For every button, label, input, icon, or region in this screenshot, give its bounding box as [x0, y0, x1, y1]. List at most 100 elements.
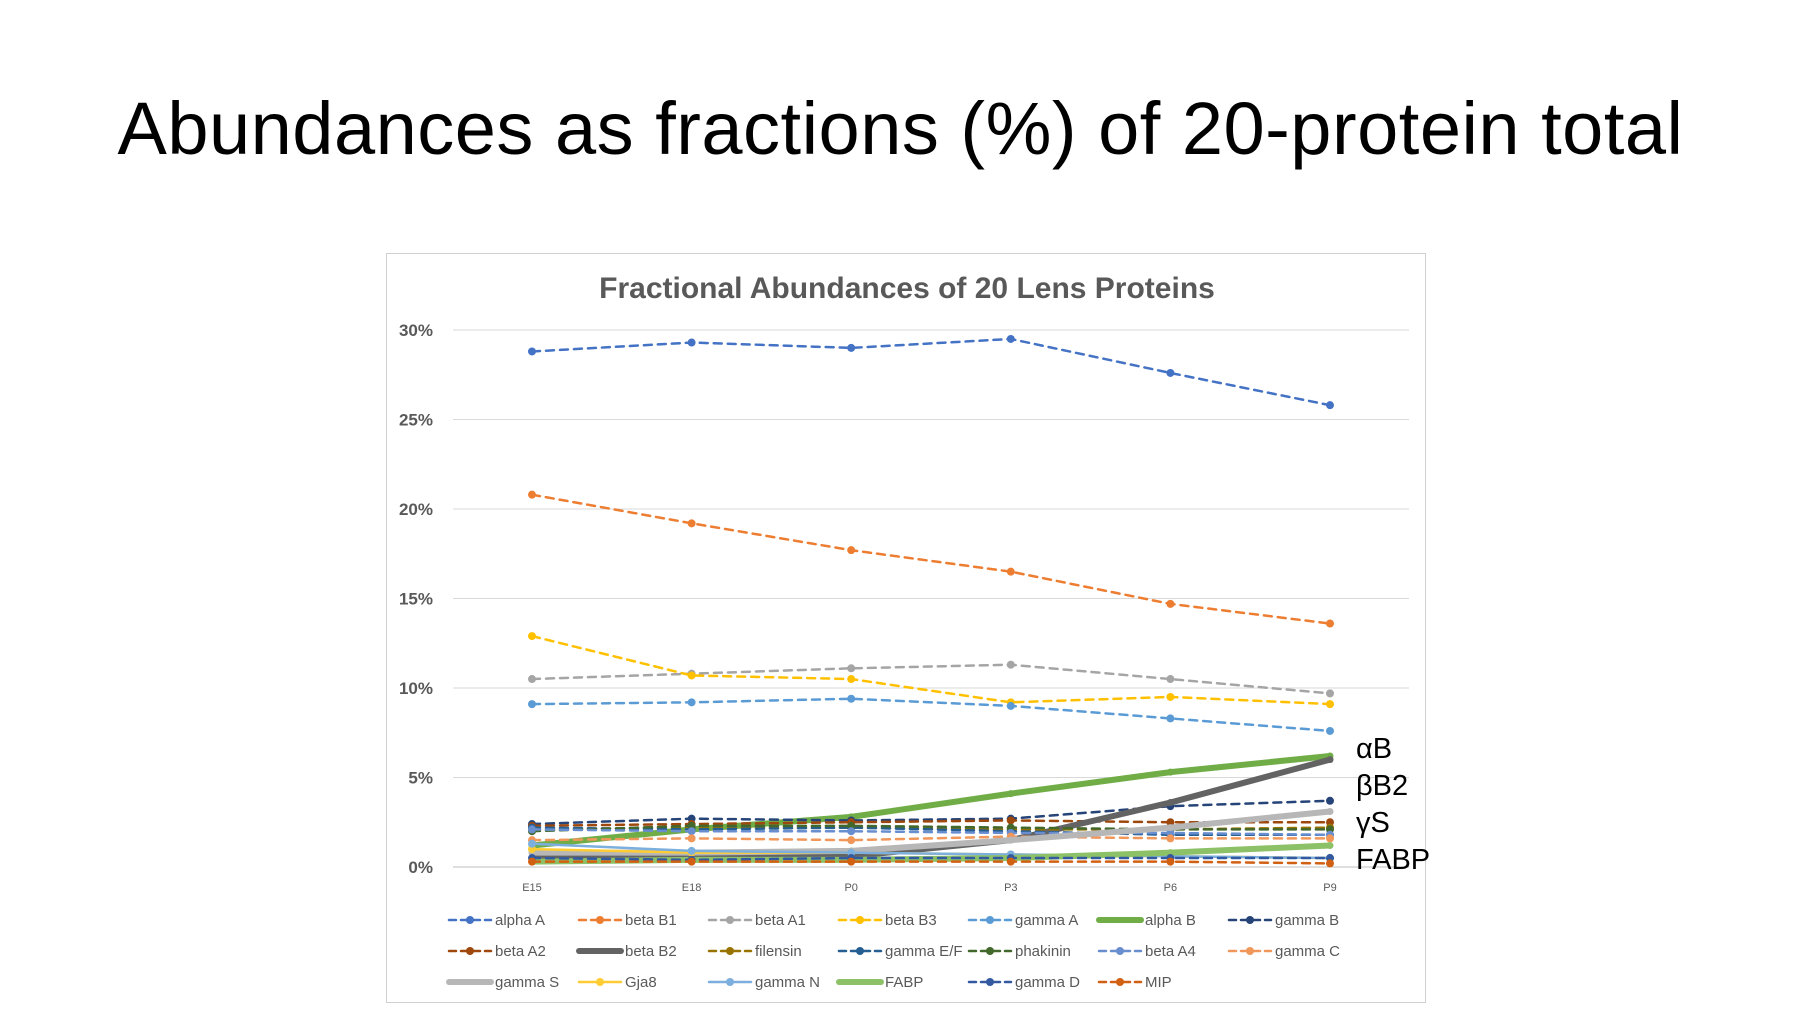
data-point: [687, 834, 696, 843]
legend-label: gamma C: [1275, 943, 1340, 960]
series-line: [530, 697, 1332, 733]
x-tick-label: P6: [1164, 882, 1177, 894]
legend-item: gamma A: [967, 912, 1078, 929]
legend-marker: [1246, 947, 1254, 955]
series-line: [530, 634, 1332, 706]
data-point: [847, 664, 856, 673]
y-tick-label: 30%: [399, 321, 433, 340]
data-point: [1326, 808, 1334, 816]
legend-label: gamma N: [755, 974, 820, 991]
legend-label: beta B3: [885, 912, 937, 929]
data-point: [687, 698, 696, 707]
data-point: [1326, 689, 1334, 698]
series-line: [530, 799, 1332, 826]
data-point: [1166, 675, 1175, 684]
legend-marker: [986, 916, 994, 924]
annotation-label: FABP: [1356, 844, 1431, 876]
data-point: [528, 675, 536, 684]
legend-marker: [986, 947, 994, 955]
series-line: [530, 826, 1332, 837]
data-point: [1326, 756, 1334, 764]
series-mip: [528, 857, 1334, 868]
data-point: [687, 671, 696, 680]
y-tick-label: 20%: [399, 500, 433, 519]
y-tick-label: 15%: [399, 590, 433, 609]
legend-label: beta B2: [625, 943, 677, 960]
data-point: [847, 836, 856, 845]
series-line: [530, 663, 1332, 695]
legend-label: FABP: [885, 974, 923, 991]
legend-marker: [726, 947, 734, 955]
legend-item: Gja8: [577, 974, 657, 991]
data-point: [1326, 859, 1334, 868]
gridlines: [453, 329, 1409, 868]
legend-item: beta A1: [707, 912, 806, 929]
series-beta-a1: [528, 660, 1334, 698]
data-point: [847, 827, 856, 836]
data-point: [687, 857, 696, 866]
legend-item: beta A4: [1097, 943, 1196, 960]
legend-label: MIP: [1145, 974, 1172, 991]
legend-label: gamma E/F: [885, 943, 963, 960]
legend-marker: [596, 978, 604, 986]
x-tick-label: E15: [522, 882, 542, 894]
series-beta-b3: [528, 632, 1334, 709]
legend-label: Gja8: [625, 974, 657, 991]
legend-item: gamma N: [707, 974, 820, 991]
y-tick-label: 5%: [408, 769, 433, 788]
legend-item: beta B1: [577, 912, 677, 929]
y-tick-label: 10%: [399, 679, 433, 698]
series-line: [530, 493, 1332, 625]
plot-area: [528, 334, 1334, 868]
legend-marker: [986, 978, 994, 986]
x-tick-label: P9: [1323, 882, 1336, 894]
legend-item: gamma S: [446, 974, 559, 991]
data-point: [1007, 836, 1015, 844]
data-point: [1166, 714, 1175, 723]
data-point: [1007, 790, 1015, 798]
data-point: [847, 343, 856, 352]
legend-label: alpha A: [495, 912, 545, 929]
legend-marker: [596, 916, 604, 924]
data-point: [1166, 834, 1175, 843]
x-tick-label: E18: [682, 882, 702, 894]
legend-item: FABP: [836, 974, 923, 991]
series-line: [530, 828, 1332, 837]
slide-title: Abundances as fractions (%) of 20-protei…: [117, 87, 1684, 170]
legend-marker: [726, 916, 734, 924]
legend-marker: [726, 978, 734, 986]
legend-label: phakinin: [1015, 943, 1071, 960]
legend: alpha A beta B1 beta A1 beta B3 gamma A alpha…: [446, 912, 1340, 991]
data-point: [528, 632, 536, 641]
legend-label: gamma S: [495, 974, 559, 991]
legend-marker: [1116, 947, 1124, 955]
chart-frame: Fractional Abundances of 20 Lens Protein…: [386, 253, 1426, 1003]
data-point: [847, 675, 856, 684]
data-point: [528, 825, 536, 834]
legend-label: beta A1: [755, 912, 806, 929]
data-point: [1006, 567, 1015, 576]
legend-marker: [1116, 978, 1124, 986]
legend-item: beta B2: [576, 943, 677, 960]
legend-item: alpha B: [1096, 912, 1196, 929]
legend-marker: [466, 916, 474, 924]
data-point: [1166, 368, 1175, 377]
data-point: [1326, 796, 1334, 805]
data-point: [528, 347, 536, 356]
data-point: [1166, 824, 1174, 832]
data-point: [687, 827, 696, 836]
legend-label: beta B1: [625, 912, 677, 929]
legend-item: beta B3: [837, 912, 937, 929]
data-point: [1006, 816, 1015, 825]
data-point: [1006, 334, 1015, 343]
data-point: [1326, 726, 1334, 735]
data-point: [528, 839, 536, 848]
legend-marker: [1246, 916, 1254, 924]
data-point: [1326, 834, 1334, 843]
data-point: [847, 694, 856, 703]
annotation-label: αB: [1356, 733, 1393, 765]
y-tick-label: 25%: [399, 411, 433, 430]
legend-marker: [466, 947, 474, 955]
legend-label: gamma D: [1015, 974, 1080, 991]
data-point: [847, 857, 856, 866]
